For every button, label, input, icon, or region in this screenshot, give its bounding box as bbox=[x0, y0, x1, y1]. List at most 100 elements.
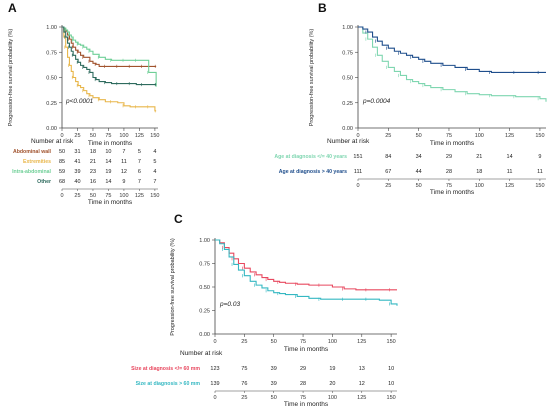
x-tick-label: 25 bbox=[385, 133, 391, 139]
risk-x-tick-label: 125 bbox=[135, 193, 144, 199]
risk-count: 21 bbox=[476, 154, 482, 160]
risk-count: 7 bbox=[138, 179, 141, 185]
risk-row-label: Size at diagnosis > 60 mm bbox=[136, 381, 201, 387]
x-tick-label: 75 bbox=[300, 339, 306, 345]
risk-x-tick-label: 100 bbox=[119, 193, 128, 199]
survival-curve bbox=[215, 239, 397, 291]
risk-count: 7 bbox=[122, 149, 125, 155]
risk-count: 85 bbox=[59, 159, 65, 165]
y-axis-title: Progression-free survival probability (%… bbox=[8, 29, 14, 127]
risk-count: 67 bbox=[385, 169, 391, 175]
y-tick-label: 0.75 bbox=[46, 50, 57, 56]
risk-count: 111 bbox=[354, 169, 362, 175]
risk-row-label: Age at diagnosis > 40 years bbox=[279, 169, 347, 175]
x-tick-label: 125 bbox=[505, 133, 514, 139]
x-tick-label: 125 bbox=[357, 339, 366, 345]
x-tick-label: 125 bbox=[135, 133, 144, 139]
risk-count: 11 bbox=[507, 169, 513, 175]
risk-count: 23 bbox=[90, 169, 96, 175]
risk-x-tick-label: 50 bbox=[271, 395, 277, 401]
risk-count: 11 bbox=[121, 159, 127, 165]
x-tick-label: 0 bbox=[213, 339, 216, 345]
risk-x-tick-label: 50 bbox=[90, 193, 96, 199]
survival-curve bbox=[62, 26, 157, 67]
risk-count: 40 bbox=[74, 179, 80, 185]
y-tick-label: 0.25 bbox=[46, 101, 57, 107]
risk-count: 21 bbox=[90, 159, 96, 165]
panel-label: B bbox=[318, 1, 327, 15]
risk-count: 31 bbox=[74, 149, 80, 155]
risk-count: 12 bbox=[359, 381, 365, 387]
x-tick-label: 100 bbox=[328, 339, 337, 345]
risk-count: 19 bbox=[329, 366, 335, 372]
x-axis-title: Time in months bbox=[88, 140, 133, 147]
y-tick-label: 0.00 bbox=[46, 126, 57, 132]
risk-count: 29 bbox=[300, 366, 306, 372]
risk-table-title: Number at risk bbox=[180, 350, 223, 357]
risk-x-tick-label: 100 bbox=[328, 395, 337, 401]
x-tick-label: 50 bbox=[90, 133, 96, 139]
risk-count: 7 bbox=[138, 159, 141, 165]
p-value-annotation: p=0.0004 bbox=[362, 98, 391, 105]
risk-count: 9 bbox=[122, 179, 125, 185]
risk-table-title: Number at risk bbox=[31, 138, 74, 145]
y-tick-label: 1.00 bbox=[199, 238, 210, 244]
risk-count: 41 bbox=[74, 159, 80, 165]
risk-count: 123 bbox=[210, 366, 219, 372]
risk-x-tick-label: 75 bbox=[300, 395, 306, 401]
risk-count: 4 bbox=[153, 169, 156, 175]
risk-x-tick-label: 25 bbox=[241, 395, 247, 401]
risk-row-label: Extremities bbox=[23, 159, 51, 165]
risk-count: 139 bbox=[210, 381, 219, 387]
risk-count: 13 bbox=[359, 366, 365, 372]
risk-count: 20 bbox=[329, 381, 335, 387]
risk-count: 12 bbox=[121, 169, 127, 175]
y-tick-label: 0.00 bbox=[342, 126, 353, 132]
risk-count: 11 bbox=[537, 169, 543, 175]
x-tick-label: 75 bbox=[105, 133, 111, 139]
risk-x-tick-label: 50 bbox=[416, 183, 422, 189]
x-tick-label: 100 bbox=[119, 133, 128, 139]
y-tick-label: 0.50 bbox=[199, 285, 210, 291]
risk-count: 4 bbox=[153, 149, 156, 155]
risk-table-title: Number at risk bbox=[327, 138, 370, 145]
x-tick-label: 0 bbox=[356, 133, 359, 139]
risk-row-label: Abdominal wall bbox=[13, 149, 52, 155]
panel-b: B 0.00 0.25 0.50 0.75 1.00 0 25 50 75 100 125 150 Tim… bbox=[274, 1, 547, 196]
risk-count: 39 bbox=[271, 381, 277, 387]
risk-count: 6 bbox=[138, 169, 141, 175]
risk-x-tick-label: 75 bbox=[105, 193, 111, 199]
risk-x-tick-label: 25 bbox=[74, 193, 80, 199]
risk-count: 59 bbox=[59, 169, 65, 175]
x-tick-label: 75 bbox=[446, 133, 452, 139]
y-tick-label: 0.25 bbox=[342, 101, 353, 107]
risk-x-axis-title: Time in months bbox=[430, 189, 475, 196]
risk-x-tick-label: 150 bbox=[535, 183, 544, 189]
risk-count: 84 bbox=[385, 154, 391, 160]
y-axis-title: Progression-free survival probability (%… bbox=[309, 29, 315, 127]
survival-curve bbox=[62, 26, 157, 112]
x-tick-label: 100 bbox=[475, 133, 484, 139]
panel-label: A bbox=[8, 1, 17, 15]
risk-count: 5 bbox=[153, 159, 156, 165]
x-tick-label: 25 bbox=[74, 133, 80, 139]
risk-x-tick-label: 0 bbox=[213, 395, 216, 401]
risk-x-axis-title: Time in months bbox=[88, 199, 133, 206]
x-tick-label: 25 bbox=[241, 339, 247, 345]
y-axis-title: Progression-free survival probability (%… bbox=[170, 238, 176, 336]
risk-count: 29 bbox=[446, 154, 452, 160]
risk-count: 76 bbox=[241, 381, 247, 387]
x-tick-label: 50 bbox=[416, 133, 422, 139]
risk-count: 18 bbox=[476, 169, 482, 175]
risk-count: 14 bbox=[105, 159, 111, 165]
risk-row-label: Intra-abdominal bbox=[12, 169, 51, 175]
risk-count: 18 bbox=[90, 149, 96, 155]
risk-count: 44 bbox=[416, 169, 422, 175]
risk-count: 10 bbox=[388, 366, 394, 372]
survival-curve bbox=[62, 26, 157, 86]
risk-count: 34 bbox=[416, 154, 422, 160]
risk-x-tick-label: 125 bbox=[505, 183, 514, 189]
risk-count: 19 bbox=[105, 169, 111, 175]
y-tick-label: 0.75 bbox=[342, 50, 353, 56]
